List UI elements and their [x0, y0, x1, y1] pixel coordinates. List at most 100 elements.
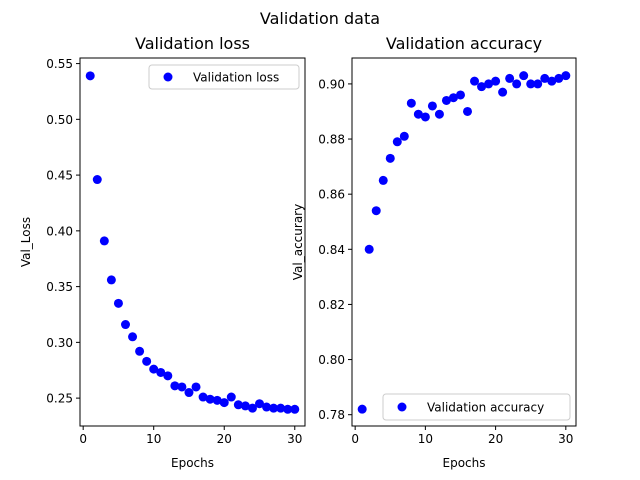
acc-data-point	[491, 76, 501, 86]
acc-chart-title: Validation accuracy	[386, 34, 542, 53]
loss-y-axis-label: Val_Loss	[19, 217, 33, 267]
acc-y-tick-label: 0.86	[318, 188, 345, 202]
acc-data-point	[392, 137, 402, 147]
loss-x-tick-label: 20	[217, 432, 232, 446]
loss-data-point	[198, 392, 208, 402]
loss-data-point	[99, 236, 109, 246]
acc-x-tick-label: 20	[488, 432, 503, 446]
loss-data-point	[226, 392, 236, 402]
acc-data-point	[463, 106, 473, 116]
loss-y-tick-label: 0.50	[46, 113, 73, 127]
loss-data-point	[170, 381, 180, 391]
acc-data-point	[420, 112, 430, 122]
loss-data-point	[113, 298, 123, 308]
loss-data-point	[177, 382, 187, 392]
acc-data-point	[519, 71, 529, 81]
acc-legend-box	[382, 393, 571, 421]
acc-data-point	[554, 73, 564, 83]
loss-legend-label: Validation loss	[193, 71, 279, 85]
loss-y-tick-label: 0.25	[46, 392, 73, 406]
loss-data-point	[262, 402, 272, 412]
loss-legend-box	[148, 64, 300, 90]
acc-data-point	[371, 206, 381, 216]
acc-x-tick-label: 30	[558, 432, 573, 446]
acc-data-point	[448, 93, 458, 103]
acc-y-tick-label: 0.80	[318, 353, 345, 367]
loss-y-tick-label: 0.40	[46, 224, 73, 238]
loss-x-tick-label: 30	[287, 432, 302, 446]
acc-data-point	[364, 244, 374, 254]
acc-y-tick-label: 0.78	[318, 408, 345, 422]
acc-data-point	[357, 404, 367, 414]
loss-axes-frame	[79, 57, 306, 427]
acc-y-tick-label: 0.82	[318, 298, 345, 312]
loss-data-point	[255, 399, 265, 409]
loss-data-point	[290, 404, 300, 414]
acc-data-point	[434, 109, 444, 119]
acc-x-axis-label: Epochs	[443, 456, 486, 470]
acc-data-point	[533, 79, 543, 89]
loss-data-point	[184, 388, 194, 398]
acc-data-point	[540, 73, 550, 83]
loss-data-point	[283, 404, 293, 414]
acc-data-point	[498, 87, 508, 97]
acc-y-axis-label: Val_accurary	[291, 204, 305, 280]
loss-x-axis-label: Epochs	[171, 456, 214, 470]
loss-legend-marker	[163, 72, 173, 82]
loss-data-point	[269, 403, 279, 413]
acc-data-point	[484, 79, 494, 89]
loss-data-point	[85, 71, 95, 81]
acc-data-point	[378, 175, 388, 185]
loss-data-point	[212, 395, 222, 405]
loss-data-point	[233, 400, 243, 410]
loss-y-tick-label: 0.55	[46, 57, 73, 71]
acc-legend-marker	[397, 402, 407, 412]
acc-data-point	[547, 76, 557, 86]
acc-x-tick-label: 10	[418, 432, 433, 446]
loss-data-point	[276, 403, 286, 413]
loss-data-point	[106, 275, 116, 285]
acc-data-point	[455, 90, 465, 100]
acc-data-point	[470, 76, 480, 86]
acc-data-point	[561, 71, 571, 81]
loss-data-point	[120, 320, 130, 330]
loss-data-point	[163, 371, 173, 381]
loss-data-point	[205, 394, 215, 404]
acc-data-point	[477, 82, 487, 92]
loss-data-point	[240, 401, 250, 411]
acc-legend-label: Validation accuracy	[427, 401, 544, 415]
loss-chart-title: Validation loss	[135, 34, 250, 53]
acc-y-tick-label: 0.90	[318, 77, 345, 91]
acc-data-point	[406, 98, 416, 108]
loss-x-tick-label: 0	[79, 432, 87, 446]
loss-data-point	[247, 403, 257, 413]
acc-data-point	[505, 73, 515, 83]
loss-y-tick-label: 0.30	[46, 336, 73, 350]
acc-data-point	[399, 131, 409, 141]
acc-data-point	[413, 109, 423, 119]
loss-data-point	[149, 364, 159, 374]
loss-data-point	[135, 346, 145, 356]
acc-axes-frame	[351, 57, 577, 427]
accuracy-subplot: Validation accuracy 0 10 20 30 0.78 0.80 0.82 0.…	[291, 34, 577, 470]
acc-data-point	[526, 79, 536, 89]
acc-data-point	[385, 153, 395, 163]
acc-y-tick-label: 0.88	[318, 133, 345, 147]
acc-data-point	[512, 79, 522, 89]
acc-x-tick-label: 0	[351, 432, 359, 446]
loss-data-point	[219, 398, 229, 408]
loss-y-tick-label: 0.35	[46, 280, 73, 294]
loss-data-point	[128, 332, 138, 342]
acc-data-point	[427, 101, 437, 111]
loss-data-point	[92, 175, 102, 185]
figure-suptitle: Validation data	[260, 9, 380, 28]
loss-data-point	[142, 356, 152, 366]
loss-y-tick-label: 0.45	[46, 169, 73, 183]
loss-subplot: Validation loss 0 10 20 30 0.25 0.30 0.35 0.40 0.…	[19, 34, 306, 470]
acc-y-tick-label: 0.84	[318, 243, 345, 257]
loss-x-tick-label: 10	[146, 432, 161, 446]
loss-data-point	[191, 382, 201, 392]
loss-data-point	[156, 367, 166, 377]
acc-data-point	[441, 95, 451, 105]
